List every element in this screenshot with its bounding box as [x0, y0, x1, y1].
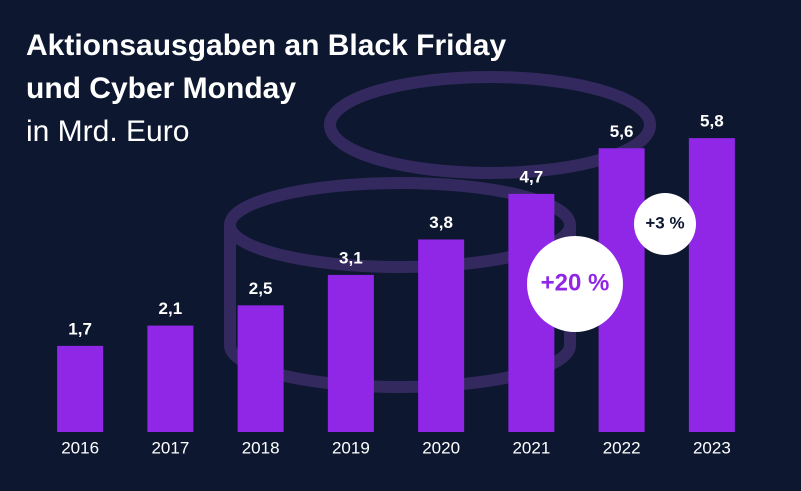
- chart-subtitle: in Mrd. Euro: [26, 115, 189, 148]
- annotation-circle: [634, 193, 696, 255]
- x-tick-label: 2018: [242, 438, 280, 457]
- x-tick-label: 2017: [151, 438, 189, 457]
- x-tick-label: 2020: [422, 438, 460, 457]
- bar: [57, 345, 104, 432]
- value-label: 5,6: [610, 122, 634, 141]
- x-tick-label: 2019: [332, 438, 370, 457]
- value-label: 4,7: [520, 167, 544, 186]
- bar: [327, 274, 374, 432]
- x-tick-label: 2021: [512, 438, 550, 457]
- value-label: 2,5: [249, 279, 273, 298]
- annotation-circle: [527, 236, 623, 332]
- value-label: 1,7: [68, 319, 92, 338]
- coin-top: [324, 71, 656, 179]
- chart-title: und Cyber Monday: [26, 72, 296, 105]
- annotation: +3 %: [645, 213, 684, 232]
- bar: [147, 325, 194, 432]
- bar: [237, 305, 284, 432]
- x-tick-label: 2016: [61, 438, 99, 457]
- value-label: 2,1: [159, 299, 183, 318]
- value-label: 3,8: [429, 213, 453, 232]
- bar: [688, 138, 735, 432]
- annotation: +20 %: [541, 269, 610, 296]
- bar: [418, 239, 465, 432]
- value-label: 5,8: [700, 112, 724, 131]
- chart-title: Aktionsausgaben an Black Friday: [26, 29, 506, 62]
- x-tick-label: 2022: [603, 438, 641, 457]
- value-label: 3,1: [339, 248, 363, 267]
- x-tick-label: 2023: [693, 438, 731, 457]
